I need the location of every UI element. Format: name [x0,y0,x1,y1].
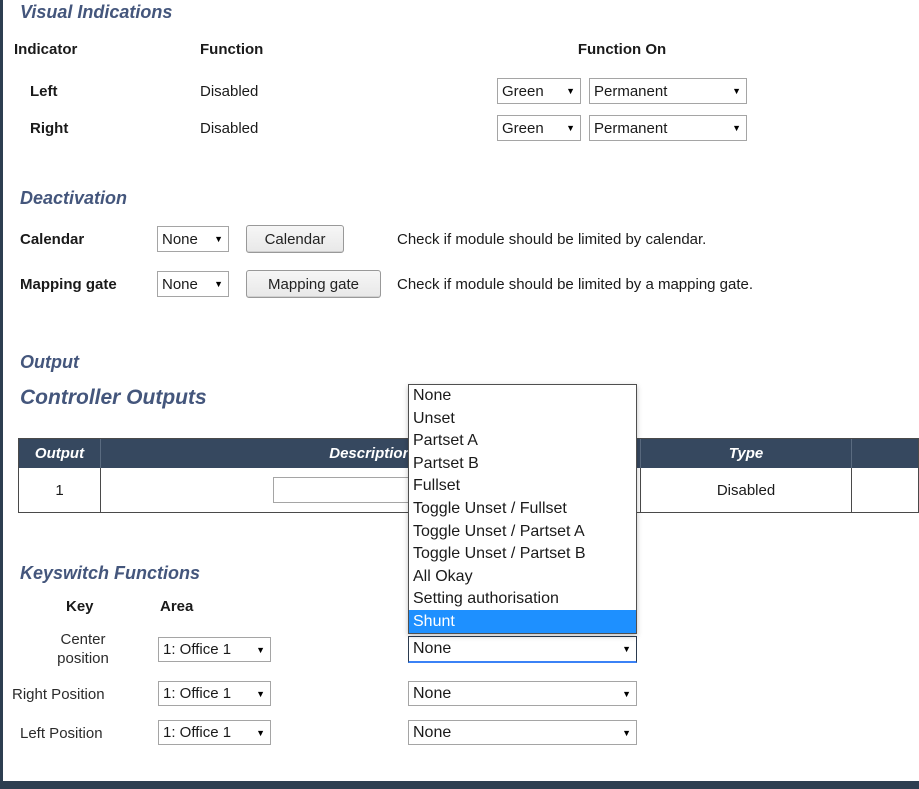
left-position-label: Left Position [20,725,103,742]
center-position-label: Center position [57,631,109,667]
select-value: None [413,640,452,657]
bottom-frame-bar [0,781,919,789]
select-value: Permanent [594,82,668,100]
chevron-down-icon: ▼ [622,727,631,738]
chevron-down-icon: ▼ [256,688,265,699]
indicator-left-color-select[interactable]: Green ▼ [497,78,581,104]
indicator-left-mode-select[interactable]: Permanent ▼ [589,78,747,104]
right-position-function-select[interactable]: None ▼ [408,681,637,706]
chevron-down-icon: ▼ [214,279,223,289]
chevron-down-icon: ▼ [622,644,631,654]
select-value: None [162,230,198,248]
table-header-extra [852,439,918,468]
table-header-description: Description [101,439,641,468]
function-column-header: Function [200,41,264,58]
mapping-gate-select[interactable]: None ▼ [157,271,229,297]
select-value: 1: Office 1 [163,641,232,658]
select-value: Permanent [594,119,668,137]
indicator-left-function-value: Disabled [200,83,259,100]
select-value: None [413,684,452,702]
type-cell: Disabled [641,468,852,512]
chevron-down-icon: ▼ [256,644,265,655]
keyswitch-functions-title: Keyswitch Functions [20,563,201,583]
right-position-label: Right Position [12,686,105,703]
select-value: 1: Office 1 [163,724,232,741]
area-column-header: Area [160,598,194,615]
dropdown-option-fullset[interactable]: Fullset [413,477,461,495]
table-header-output: Output [19,439,101,468]
mapping-gate-button[interactable]: Mapping gate [246,270,381,298]
calendar-button[interactable]: Calendar [246,225,344,253]
open-function-dropdown-list: None Unset Partset A Partset B Fullset T… [408,384,637,634]
chevron-down-icon: ▼ [732,123,741,133]
chevron-down-icon: ▼ [566,86,575,96]
left-frame-border [0,0,3,789]
chevron-down-icon: ▼ [566,123,575,133]
output-title: Output [20,352,79,372]
calendar-label: Calendar [20,231,85,248]
select-value: Green [502,119,544,137]
center-position-function-select[interactable]: None ▼ [408,636,637,663]
calendar-hint-text: Check if module should be limited by cal… [397,231,707,248]
dropdown-option-unset[interactable]: Unset [413,409,455,427]
indicator-right-function-value: Disabled [200,120,259,137]
dropdown-option-all-okay[interactable]: All Okay [413,567,473,585]
dropdown-option-toggle-unset-partset-b[interactable]: Toggle Unset / Partset B [413,545,586,563]
mapping-gate-hint-text: Check if module should be limited by a m… [397,276,754,293]
table-header-type: Type [641,439,852,468]
indicator-left-label: Left [30,83,58,100]
indicator-column-header: Indicator [14,41,78,58]
visual-indications-title: Visual Indications [20,2,173,22]
dropdown-option-toggle-unset-partset-a[interactable]: Toggle Unset / Partset A [413,522,585,540]
deactivation-title: Deactivation [20,188,128,208]
left-position-function-select[interactable]: None ▼ [408,720,637,745]
controller-outputs-title: Controller Outputs [20,386,207,409]
extra-cell [852,468,918,512]
center-position-area-select[interactable]: 1: Office 1 ▼ [158,637,271,662]
function-on-column-header: Function On [577,41,667,58]
select-value: None [413,723,452,741]
left-position-area-select[interactable]: 1: Office 1 ▼ [158,720,271,745]
select-value: 1: Office 1 [163,685,232,702]
calendar-select[interactable]: None ▼ [157,226,229,252]
right-position-area-select[interactable]: 1: Office 1 ▼ [158,681,271,706]
chevron-down-icon: ▼ [732,86,741,96]
dropdown-option-shunt-highlighted[interactable]: Shunt [409,610,636,634]
key-column-header: Key [66,598,94,615]
select-value: Green [502,82,544,100]
indicator-right-color-select[interactable]: Green ▼ [497,115,581,141]
dropdown-option-partset-b[interactable]: Partset B [413,454,479,472]
dropdown-option-setting-authorisation[interactable]: Setting authorisation [413,590,559,608]
select-value: None [162,275,198,293]
chevron-down-icon: ▼ [622,688,631,699]
chevron-down-icon: ▼ [214,234,223,244]
output-number-cell: 1 [19,468,101,512]
mapping-gate-label: Mapping gate [20,276,117,293]
dropdown-option-toggle-unset-fullset[interactable]: Toggle Unset / Fullset [413,500,567,517]
indicator-right-label: Right [30,120,69,137]
indicator-right-mode-select[interactable]: Permanent ▼ [589,115,747,141]
dropdown-option-none[interactable]: None [413,387,452,405]
chevron-down-icon: ▼ [256,727,265,738]
dropdown-option-partset-a[interactable]: Partset A [413,432,478,450]
